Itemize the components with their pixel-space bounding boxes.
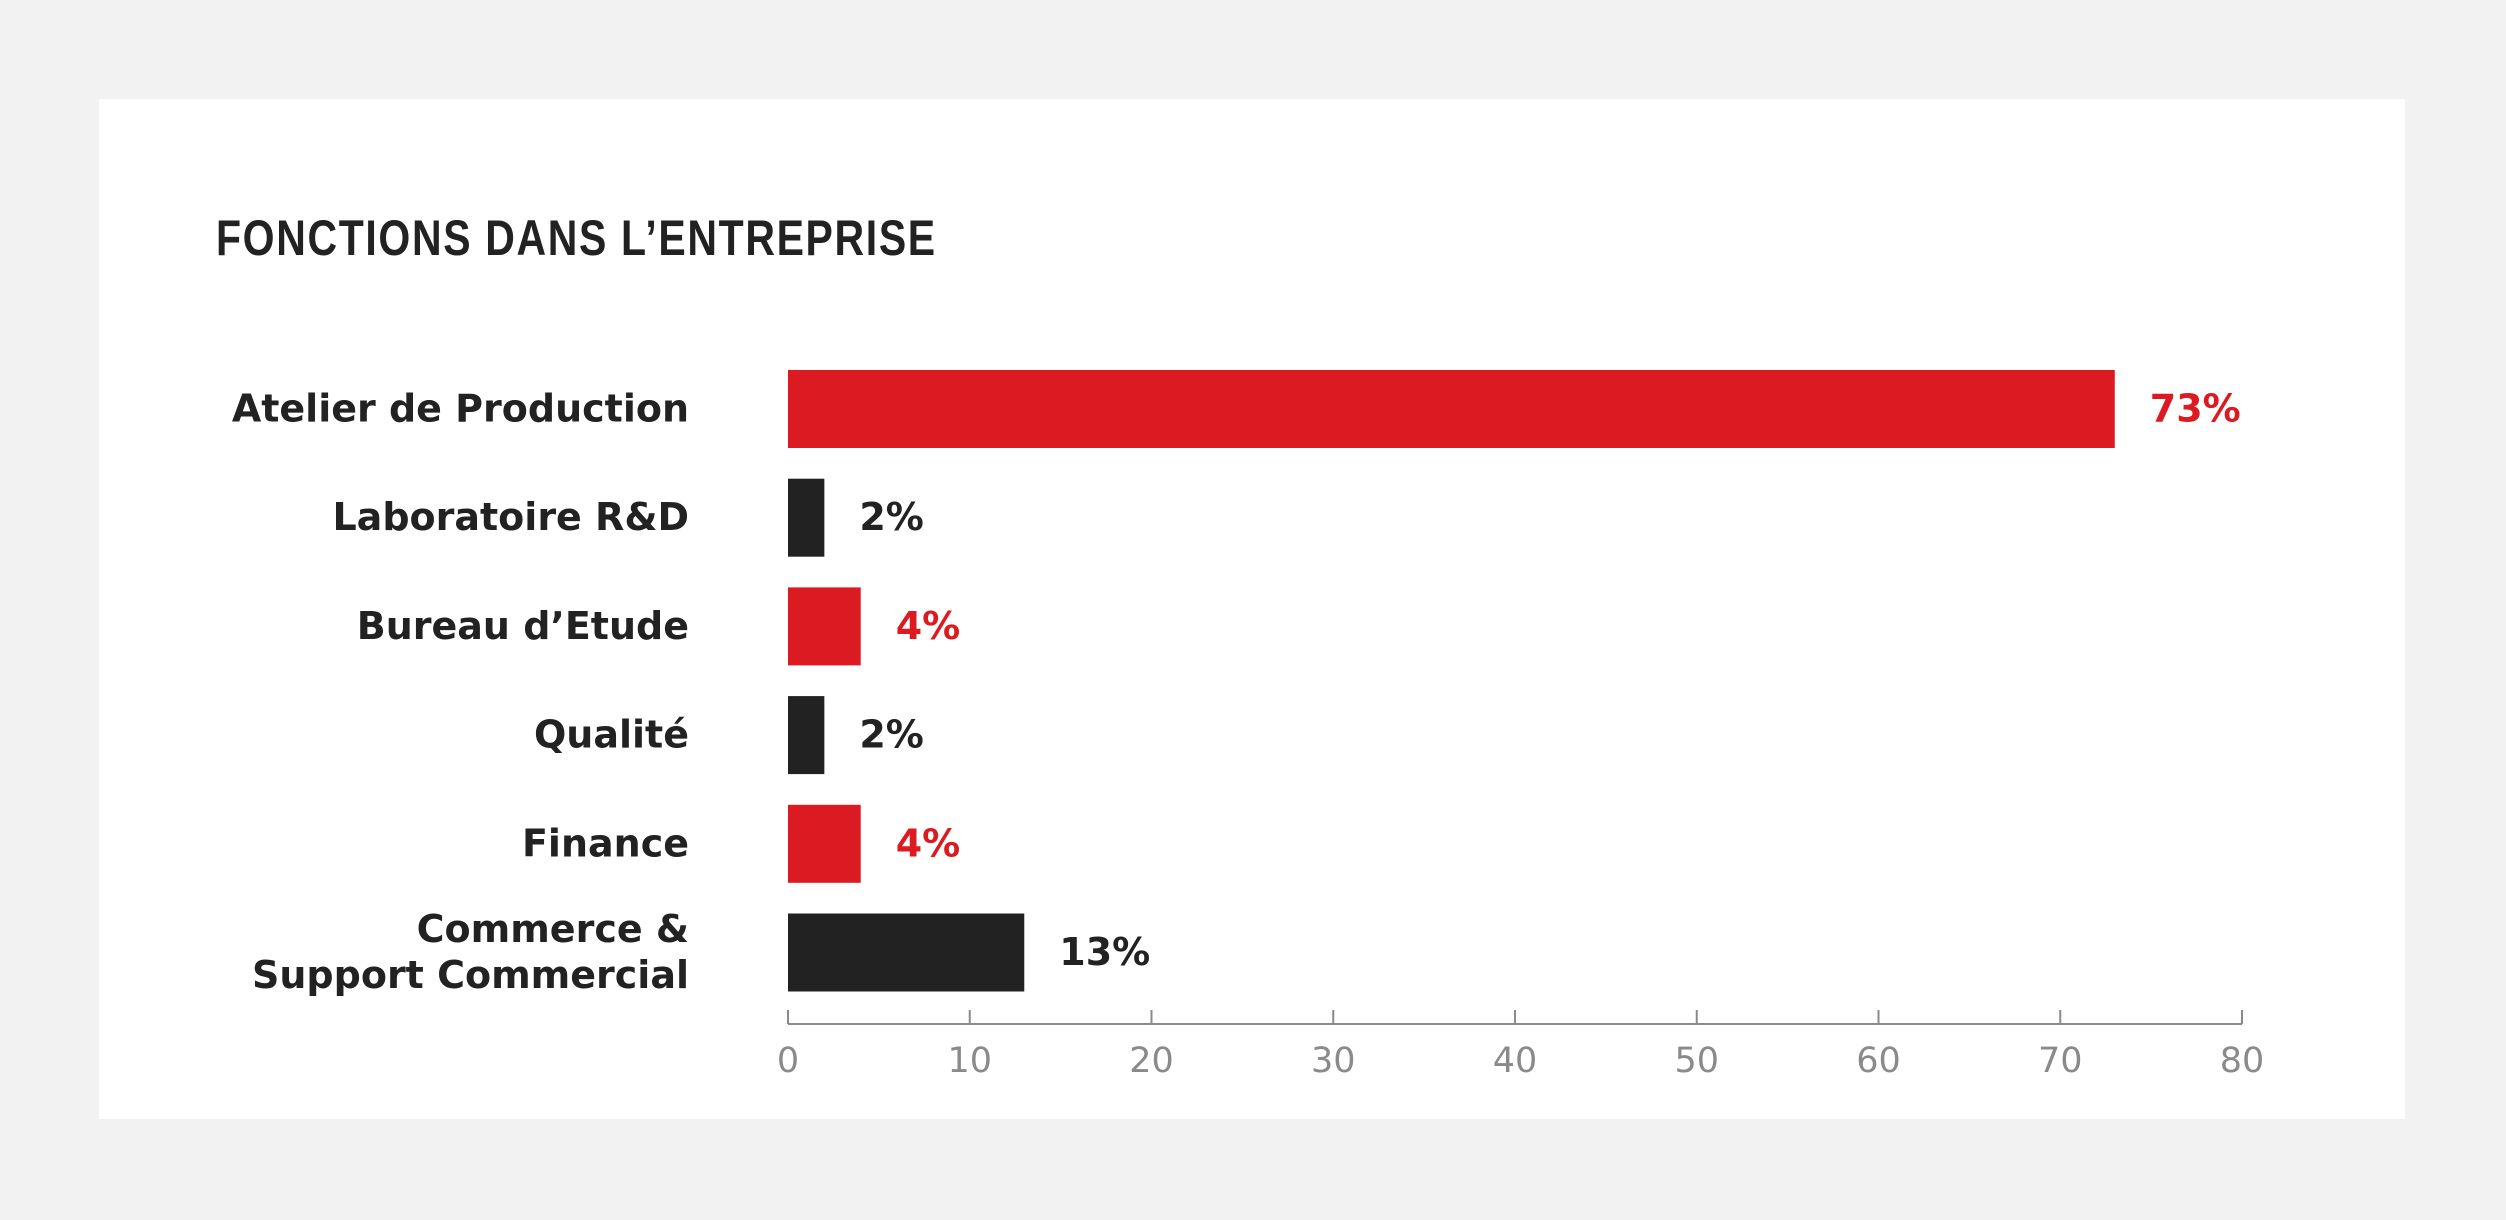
value-label: 2% [859,495,924,539]
x-tick-label: 0 [777,1041,799,1081]
x-tick-label: 30 [1311,1041,1356,1081]
bar [788,587,861,666]
x-tick-label: 20 [1129,1041,1174,1081]
chart-title: FONCTIONS DANS L’ENTREPRISE [216,210,937,266]
y-tick-label: Bureau d’Etude [357,604,689,648]
bar [788,478,825,557]
bar [788,804,861,883]
bar [788,913,1025,992]
y-tick-label: Commerce & [417,907,689,951]
value-label: 4% [896,604,961,648]
bar [788,696,825,775]
x-tick-label: 50 [1674,1041,1719,1081]
y-tick-label: Support Commercial [252,953,689,997]
y-tick-label: Finance [522,821,689,865]
y-tick-label: Laboratoire R&D [332,495,689,539]
value-label: 4% [896,821,961,865]
value-label: 13% [1059,930,1150,974]
y-tick-label: Atelier de Production [232,387,689,431]
bar [788,370,2115,448]
x-tick-label: 40 [1493,1041,1538,1081]
y-tick-label: Qualité [534,713,689,757]
x-tick-label: 70 [2038,1041,2083,1081]
x-tick-label: 60 [1856,1041,1901,1081]
x-tick-label: 80 [2220,1041,2265,1081]
value-label: 73% [2150,387,2241,431]
x-tick-label: 10 [947,1041,992,1081]
value-label: 2% [859,713,924,757]
card [99,99,2405,1119]
